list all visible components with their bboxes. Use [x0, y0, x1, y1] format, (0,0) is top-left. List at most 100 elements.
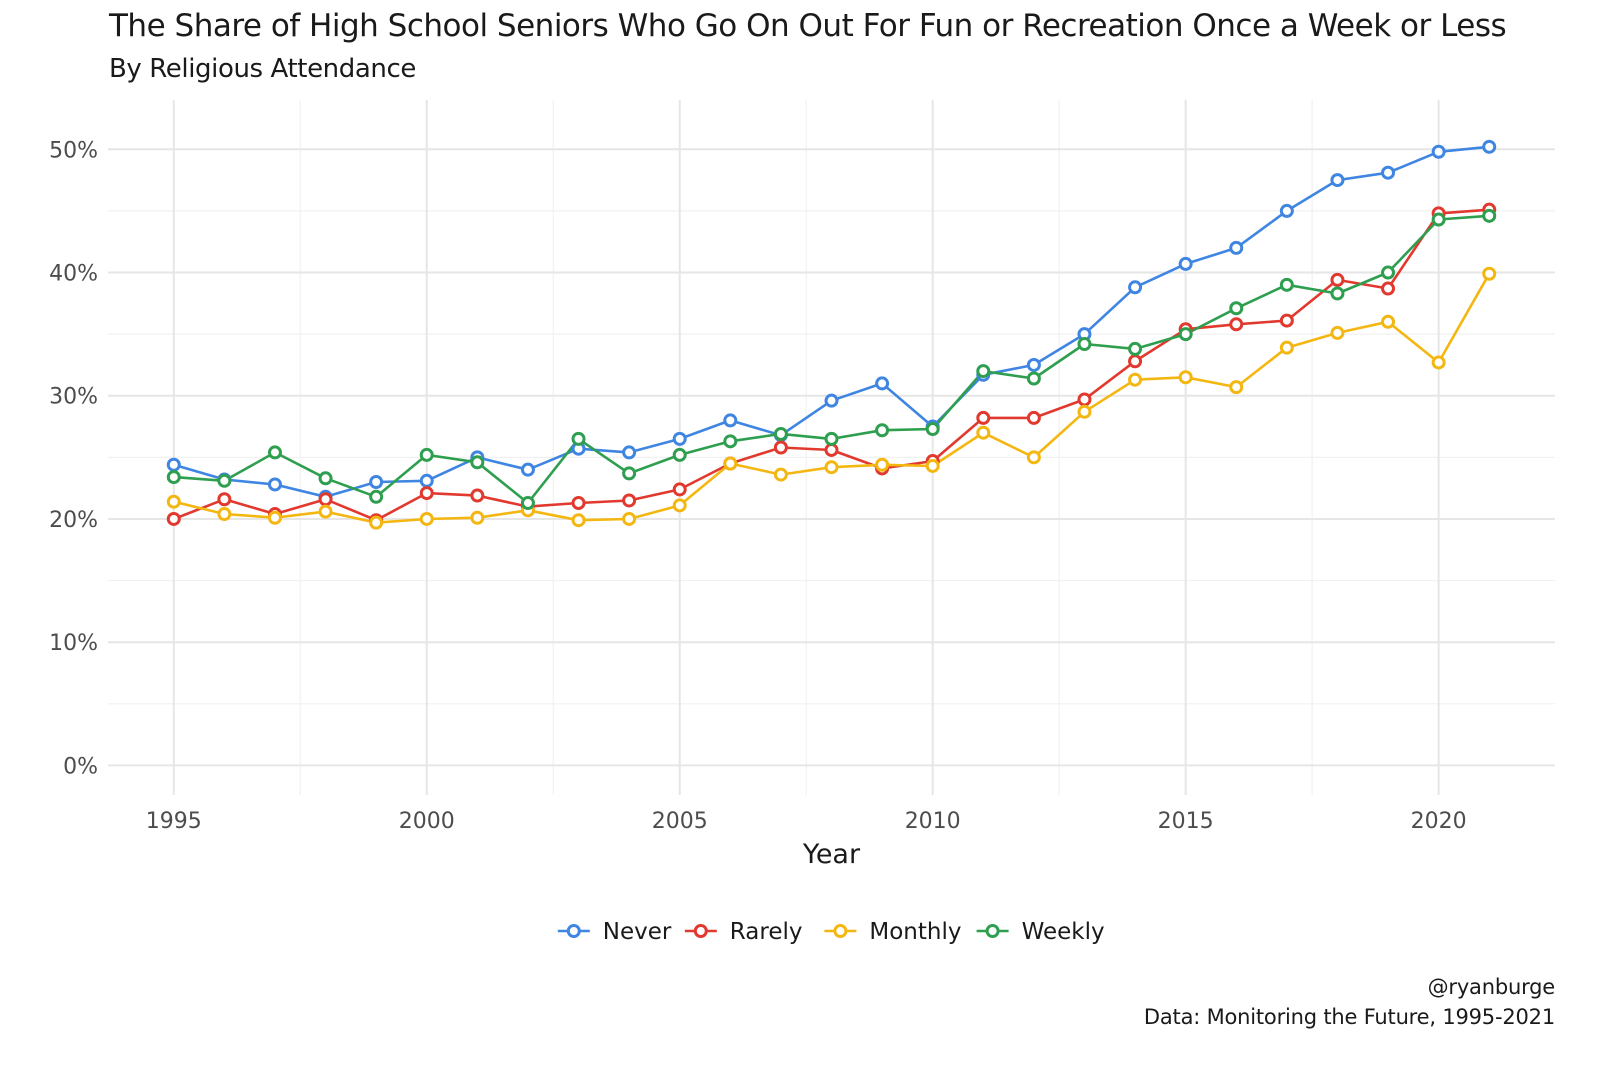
- legend-label-never: Never: [603, 919, 672, 945]
- data-point-rarely: [1381, 281, 1396, 296]
- data-point-monthly: [875, 457, 890, 472]
- data-point-never: [723, 413, 738, 428]
- data-point-never: [166, 457, 181, 472]
- data-point-weekly: [1128, 341, 1143, 356]
- data-point-rarely: [976, 410, 991, 425]
- series-line-weekly: [173, 214, 1490, 505]
- data-point-never: [267, 477, 282, 492]
- data-point-monthly: [571, 513, 586, 528]
- data-point-monthly: [166, 494, 181, 509]
- legend-label-monthly: Monthly: [869, 919, 961, 945]
- y-tick-label: 10%: [49, 631, 98, 656]
- y-tick-label: 30%: [49, 385, 98, 410]
- data-point-weekly: [571, 431, 586, 446]
- data-point-monthly: [267, 510, 282, 525]
- data-point-never: [1330, 173, 1345, 188]
- data-point-rarely: [217, 492, 232, 507]
- data-point-weekly: [166, 470, 181, 485]
- data-point-monthly: [1229, 380, 1244, 395]
- data-point-rarely: [1077, 392, 1092, 407]
- data-point-never: [1229, 240, 1244, 255]
- data-point-rarely: [1026, 410, 1041, 425]
- data-point-weekly: [1482, 208, 1497, 223]
- y-tick-label: 20%: [49, 508, 98, 533]
- data-point-monthly: [824, 460, 839, 475]
- data-point-rarely: [470, 488, 485, 503]
- data-point-weekly: [520, 495, 535, 510]
- x-tick-label: 2020: [1411, 809, 1467, 834]
- data-point-rarely: [672, 482, 687, 497]
- data-point-never: [1482, 139, 1497, 154]
- data-point-monthly: [1431, 355, 1446, 370]
- data-point-monthly: [318, 504, 333, 519]
- data-point-monthly: [773, 467, 788, 482]
- data-point-monthly: [723, 456, 738, 471]
- data-point-monthly: [1026, 450, 1041, 465]
- data-point-never: [824, 393, 839, 408]
- data-point-rarely: [1128, 354, 1143, 369]
- x-tick-label: 2005: [652, 809, 708, 834]
- caption-author: @ryanburge: [1427, 975, 1556, 999]
- data-point-weekly: [824, 431, 839, 446]
- data-point-monthly: [369, 515, 384, 530]
- data-point-rarely: [318, 492, 333, 507]
- data-point-rarely: [622, 493, 637, 508]
- data-point-monthly: [622, 511, 637, 526]
- data-point-weekly: [419, 447, 434, 462]
- legend-label-weekly: Weekly: [1022, 919, 1105, 945]
- data-point-weekly: [672, 447, 687, 462]
- legend-key-marker: [566, 924, 581, 938]
- data-point-weekly: [470, 455, 485, 470]
- data-point-monthly: [470, 510, 485, 525]
- data-point-rarely: [773, 440, 788, 455]
- data-point-rarely: [1279, 313, 1294, 328]
- y-tick-label: 40%: [49, 262, 98, 287]
- data-point-weekly: [773, 426, 788, 441]
- data-point-monthly: [217, 507, 232, 522]
- data-point-weekly: [925, 422, 940, 437]
- data-point-weekly: [318, 471, 333, 486]
- y-tick-label: 0%: [63, 754, 98, 779]
- x-tick-label: 2010: [905, 809, 961, 834]
- caption-source: Data: Monitoring the Future, 1995-2021: [1143, 1005, 1555, 1029]
- data-point-never: [1128, 280, 1143, 295]
- data-point-never: [520, 462, 535, 477]
- data-point-rarely: [571, 495, 586, 510]
- data-point-weekly: [217, 473, 232, 488]
- data-point-never: [1431, 144, 1446, 159]
- data-point-never: [369, 475, 384, 490]
- data-point-never: [875, 376, 890, 391]
- data-point-never: [1279, 203, 1294, 218]
- data-point-never: [622, 445, 637, 460]
- y-tick-label: 50%: [49, 138, 98, 163]
- data-point-rarely: [419, 486, 434, 501]
- data-point-weekly: [1178, 327, 1193, 342]
- data-point-never: [672, 431, 687, 446]
- legend-key-marker: [833, 924, 848, 938]
- data-point-monthly: [1178, 370, 1193, 385]
- data-point-monthly: [976, 425, 991, 440]
- x-tick-label: 1995: [146, 809, 202, 834]
- data-point-rarely: [1229, 317, 1244, 332]
- data-point-rarely: [166, 511, 181, 526]
- data-point-monthly: [419, 511, 434, 526]
- data-point-monthly: [1279, 340, 1294, 355]
- data-point-weekly: [1077, 336, 1092, 351]
- legend-key-marker: [985, 924, 1000, 938]
- data-point-weekly: [267, 445, 282, 460]
- chart-title: The Share of High School Seniors Who Go …: [109, 8, 1507, 44]
- x-tick-label: 2000: [399, 809, 455, 834]
- data-point-weekly: [369, 489, 384, 504]
- data-point-monthly: [925, 458, 940, 473]
- legend-label-rarely: Rarely: [730, 919, 803, 945]
- data-point-never: [419, 473, 434, 488]
- data-point-weekly: [1330, 286, 1345, 301]
- data-point-monthly: [1077, 404, 1092, 419]
- data-point-weekly: [875, 423, 890, 438]
- data-point-monthly: [672, 498, 687, 513]
- data-point-weekly: [1431, 212, 1446, 227]
- data-point-monthly: [1330, 325, 1345, 340]
- x-axis-title: Year: [802, 839, 861, 870]
- legend-key-marker: [693, 924, 708, 938]
